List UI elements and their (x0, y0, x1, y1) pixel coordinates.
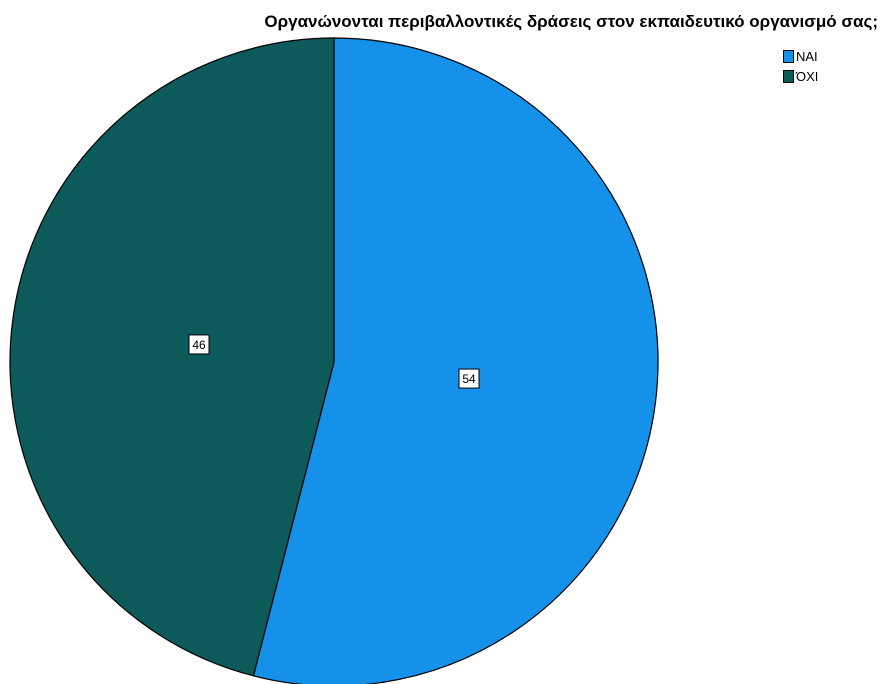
data-label-1: 54 (458, 368, 480, 389)
legend-swatch (783, 69, 794, 83)
legend-label: ΌΧΙ (796, 68, 819, 84)
data-label-box (188, 334, 210, 355)
legend-item-2: ΌΧΙ (783, 66, 818, 86)
pie-slice-2 (9, 37, 335, 677)
data-label-text: 54 (462, 372, 476, 386)
data-label-2: 46 (188, 334, 210, 355)
pie-slices (9, 37, 659, 684)
data-label-box (458, 368, 480, 389)
chart-title: Οργανώνονται περιβαλλοντικές δράσεις στο… (264, 12, 878, 31)
pie-data-labels: 54 46 (188, 334, 480, 389)
pie-slice-1 (252, 37, 659, 684)
legend-swatch (783, 49, 794, 63)
legend-item-1: ΝΑΙ (783, 46, 818, 66)
data-label-text: 46 (192, 338, 206, 352)
legend: ΝΑΙ ΌΧΙ (783, 46, 818, 86)
legend-label: ΝΑΙ (796, 48, 818, 64)
